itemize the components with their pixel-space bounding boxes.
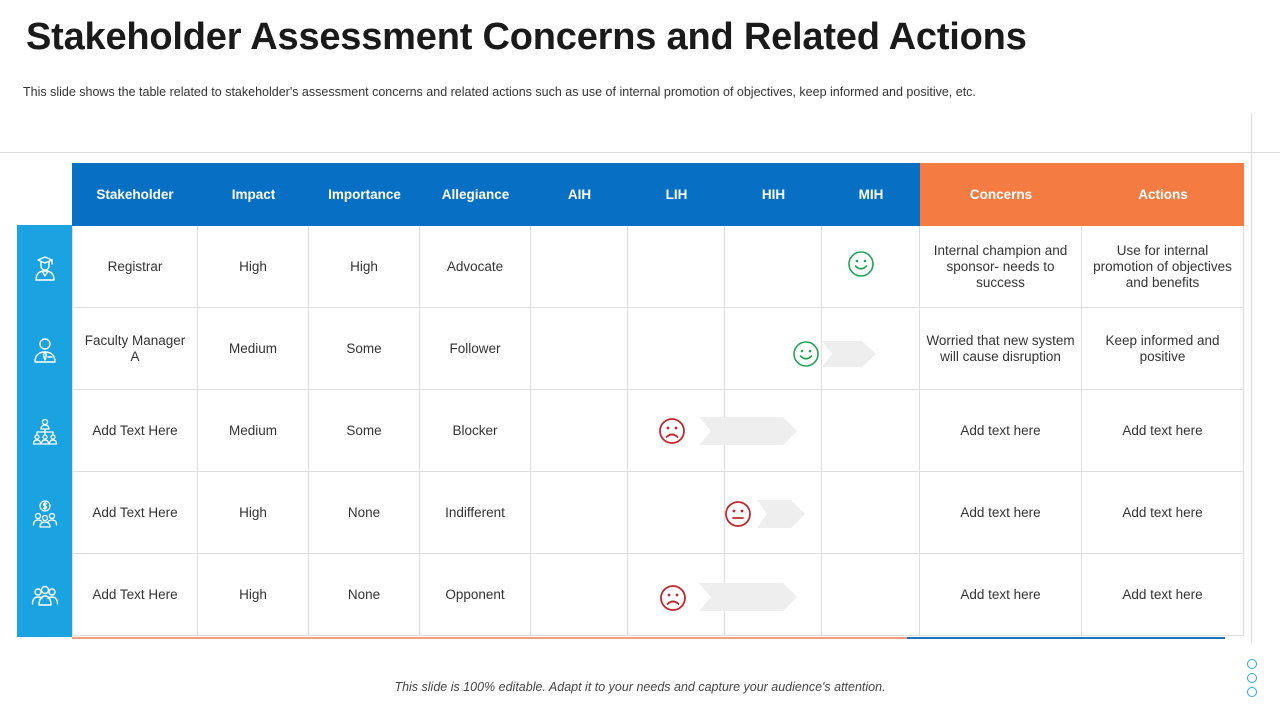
header-hih: HIH bbox=[725, 163, 822, 226]
header-concerns: Concerns bbox=[920, 163, 1082, 226]
dot-icon bbox=[1247, 687, 1257, 697]
header-mih: MIH bbox=[822, 163, 920, 226]
table-cell-mih bbox=[822, 226, 920, 308]
table-cell-importance: None bbox=[309, 472, 420, 554]
table-cell-aih bbox=[531, 554, 628, 636]
position-arrow bbox=[699, 417, 797, 445]
table-cell-impact: Medium bbox=[198, 308, 309, 390]
table-cell-concerns: Internal champion and sponsor- needs to … bbox=[920, 226, 1082, 308]
footer-note: This slide is 100% editable. Adapt it to… bbox=[394, 680, 886, 694]
header-impact: Impact bbox=[198, 163, 309, 226]
table-cell-lih bbox=[628, 226, 725, 308]
frown-icon bbox=[660, 585, 686, 611]
table-cell-mih bbox=[822, 554, 920, 636]
vertical-divider bbox=[1251, 113, 1252, 643]
table-cell-impact: High bbox=[198, 226, 309, 308]
header-allegiance: Allegiance bbox=[420, 163, 531, 226]
table-cell-hih bbox=[725, 390, 822, 472]
page-title: Stakeholder Assessment Concerns and Rela… bbox=[26, 16, 1027, 58]
header-aih: AIH bbox=[531, 163, 628, 226]
dot-icon bbox=[1247, 673, 1257, 683]
table-cell-aih bbox=[531, 390, 628, 472]
table-cell-concerns: Add text here bbox=[920, 554, 1082, 636]
stakeholder-icon-bar bbox=[17, 225, 72, 637]
table-cell-actions: Add text here bbox=[1082, 554, 1244, 636]
table-cell-importance: High bbox=[309, 226, 420, 308]
header-lih: LIH bbox=[628, 163, 725, 226]
table-bottom-accent-blue bbox=[907, 637, 1225, 639]
table-cell-allegiance: Indifferent bbox=[420, 472, 531, 554]
user-tie-icon bbox=[17, 309, 72, 391]
table-cell-mih bbox=[822, 308, 920, 390]
table-bottom-accent-orange bbox=[72, 637, 907, 639]
table-cell-allegiance: Follower bbox=[420, 308, 531, 390]
table-cell-impact: High bbox=[198, 472, 309, 554]
table-cell-mih bbox=[822, 472, 920, 554]
position-arrow bbox=[757, 500, 805, 528]
neutral-face-icon bbox=[725, 501, 751, 527]
user-graduate-icon bbox=[17, 227, 72, 309]
table-cell-stakeholder: Faculty Manager A bbox=[72, 308, 198, 390]
table-cell-aih bbox=[531, 308, 628, 390]
table-cell-aih bbox=[531, 472, 628, 554]
table-cell-impact: High bbox=[198, 554, 309, 636]
frown-icon bbox=[659, 418, 685, 444]
table-cell-stakeholder: Add Text Here bbox=[72, 390, 198, 472]
table-cell-hih bbox=[725, 554, 822, 636]
table-cell-hih bbox=[725, 308, 822, 390]
table-cell-mih bbox=[822, 390, 920, 472]
table-cell-actions: Add text here bbox=[1082, 472, 1244, 554]
position-arrow bbox=[822, 341, 876, 367]
page-subtitle: This slide shows the table related to st… bbox=[23, 85, 976, 99]
group-icon bbox=[17, 555, 72, 637]
table-cell-lih bbox=[628, 308, 725, 390]
table-cell-impact: Medium bbox=[198, 390, 309, 472]
team-hierarchy-icon bbox=[17, 391, 72, 473]
table-cell-allegiance: Opponent bbox=[420, 554, 531, 636]
table-cell-hih bbox=[725, 472, 822, 554]
table-cell-hih bbox=[725, 226, 822, 308]
table-cell-importance: None bbox=[309, 554, 420, 636]
table-cell-importance: Some bbox=[309, 390, 420, 472]
table-cell-concerns: Worried that new system will cause disru… bbox=[920, 308, 1082, 390]
dot-icon bbox=[1247, 659, 1257, 669]
table-cell-actions: Add text here bbox=[1082, 390, 1244, 472]
table-cell-allegiance: Blocker bbox=[420, 390, 531, 472]
table-cell-importance: Some bbox=[309, 308, 420, 390]
decorative-dots bbox=[1247, 659, 1259, 701]
table-cell-concerns: Add text here bbox=[920, 390, 1082, 472]
table-cell-actions: Use for internal promotion of objectives… bbox=[1082, 226, 1244, 308]
table-cell-concerns: Add text here bbox=[920, 472, 1082, 554]
money-team-icon bbox=[17, 473, 72, 555]
stakeholder-table: Stakeholder Impact Importance Allegiance… bbox=[72, 163, 1244, 638]
table-cell-stakeholder: Add Text Here bbox=[72, 472, 198, 554]
smile-icon bbox=[793, 341, 819, 367]
position-arrow bbox=[699, 583, 797, 611]
header-actions: Actions bbox=[1082, 163, 1244, 226]
smile-icon bbox=[848, 251, 874, 277]
horizontal-divider bbox=[0, 152, 1280, 153]
table-cell-aih bbox=[531, 226, 628, 308]
table-cell-stakeholder: Registrar bbox=[72, 226, 198, 308]
table-cell-stakeholder: Add Text Here bbox=[72, 554, 198, 636]
table-cell-allegiance: Advocate bbox=[420, 226, 531, 308]
table-cell-actions: Keep informed and positive bbox=[1082, 308, 1244, 390]
table-cell-lih bbox=[628, 472, 725, 554]
header-importance: Importance bbox=[309, 163, 420, 226]
header-stakeholder: Stakeholder bbox=[72, 163, 198, 226]
